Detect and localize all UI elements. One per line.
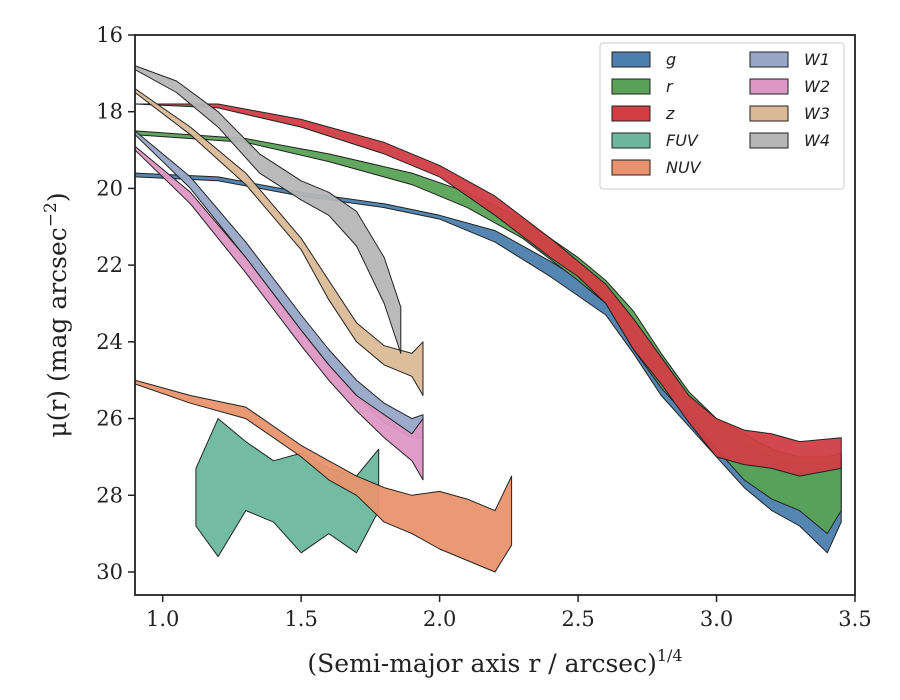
legend-label-w4: W4 [804,131,830,150]
band-z [135,103,842,477]
x-axis-label: (Semi-major axis r / arcsec)1/4 [307,646,682,678]
band-nuv [135,379,513,573]
legend-swatch-fuv [611,132,651,149]
y-tick-label: 16 [96,23,123,47]
band-w4 [135,65,402,354]
y-tick-label: 28 [96,483,123,507]
x-tick-label: 1.0 [146,607,179,631]
y-tick-label: 20 [96,176,123,200]
legend-swatch-w2 [749,78,789,95]
y-tick-label: 18 [96,100,123,124]
legend-swatch-w1 [749,51,789,68]
y-tick-label: 22 [96,253,123,277]
band-w2 [135,145,424,481]
legend-label-w2: W2 [804,77,830,96]
band-g [135,172,842,554]
legend-swatch-w4 [749,132,789,149]
x-tick-label: 3.0 [700,607,733,631]
legend-label-w1: W1 [804,50,830,69]
legend-label-w3: W3 [804,104,830,123]
legend-swatch-g [611,51,651,68]
legend-swatch-w3 [749,105,789,122]
legend-label-fuv: FUV [666,131,699,150]
x-tick-label: 3.5 [838,607,871,631]
legend-label-r: r [666,77,674,96]
y-axis-label: μ(r) (mag arcsec−2) [41,192,72,437]
y-tick-label: 24 [96,330,123,354]
x-tick-label: 2.5 [561,607,594,631]
legend-label-nuv: NUV [666,158,702,177]
legend-label-z: z [665,104,675,123]
y-tick-label: 30 [96,560,123,584]
legend: grz FUV NUV W1 W2 W3 W4 [599,42,845,190]
y-tick-label: 26 [96,407,123,431]
y-axis: 16 18 20 22 24 26 28 30 [96,23,135,584]
legend-swatch-r [611,78,651,95]
band-w3 [135,88,424,396]
legend-swatch-z [611,105,651,122]
legend-label-g: g [666,50,676,69]
plot-frame [134,34,856,596]
x-axis: 1.0 1.5 2.0 2.5 3.0 3.5 [146,595,872,631]
x-tick-label: 1.5 [284,607,317,631]
x-tick-label: 2.0 [423,607,456,631]
profile-bands [135,65,842,573]
legend-swatch-nuv [611,159,651,176]
band-r [135,130,842,535]
